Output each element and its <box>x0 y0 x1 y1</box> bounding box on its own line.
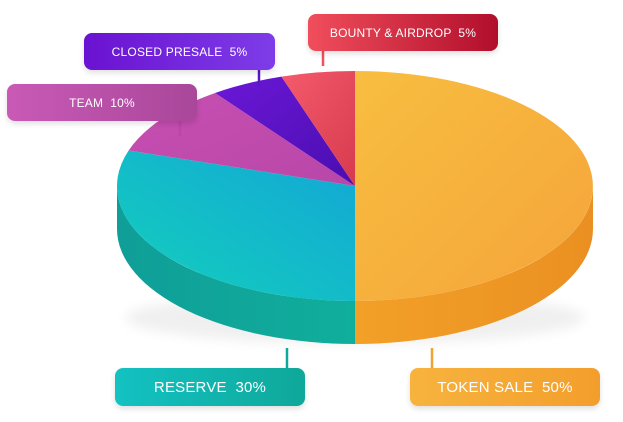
legend-label-token-sale: TOKEN SALE 50% <box>410 368 600 406</box>
legend-label-closed-presale: CLOSED PRESALE 5% <box>84 33 275 70</box>
legend-text-closed-presale: CLOSED PRESALE 5% <box>111 44 248 59</box>
pie-slice-bounty-airdrop <box>281 71 355 186</box>
legend-label-team: TEAM 10% <box>7 84 197 121</box>
pie-side-token-sale <box>355 186 593 344</box>
legend-label-bounty-airdrop: BOUNTY & AIRDROP 5% <box>308 14 498 51</box>
pie-side-reserve <box>117 186 355 344</box>
legend-label-reserve: RESERVE 30% <box>115 368 305 406</box>
label-connectors <box>178 50 434 368</box>
pie-slice-closed-presale <box>215 76 355 186</box>
pie-slice-reserve <box>117 150 356 301</box>
legend-text-team: TEAM 10% <box>69 95 135 110</box>
pie-slice-token-sale <box>355 71 593 301</box>
legend-text-bounty-airdrop: BOUNTY & AIRDROP 5% <box>329 25 477 40</box>
legend-text-reserve: RESERVE 30% <box>153 378 267 396</box>
pie-side-layer <box>117 186 593 344</box>
legend-text-token-sale: TOKEN SALE 50% <box>437 378 573 396</box>
